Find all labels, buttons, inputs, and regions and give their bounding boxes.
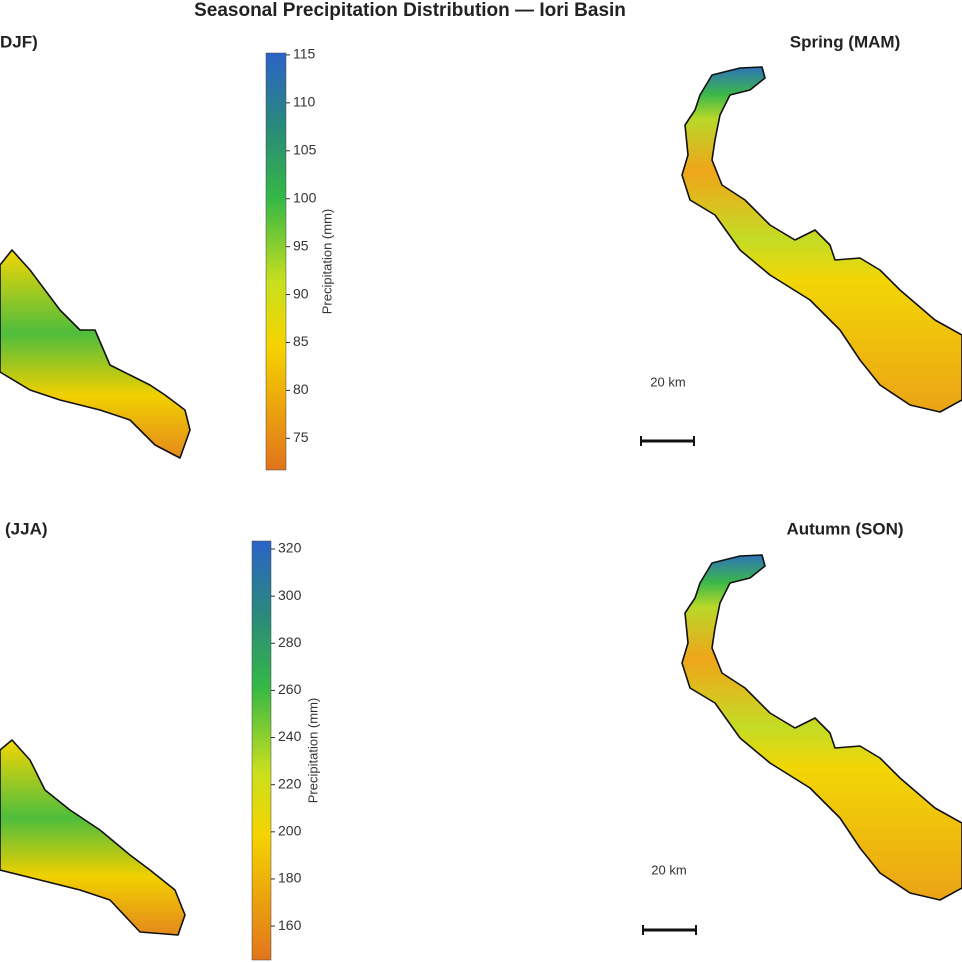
tick-label: 95 <box>293 237 309 253</box>
scale-bar <box>640 436 695 446</box>
tick-label: 180 <box>278 870 302 886</box>
basin-map <box>681 66 962 413</box>
tick-label: 75 <box>293 429 309 445</box>
tick-label: 80 <box>293 381 309 397</box>
tick-label: 105 <box>293 141 317 157</box>
colorbar-label: Precipitation (mm) <box>305 698 320 803</box>
basin-map <box>0 249 191 459</box>
basin-map <box>0 739 186 936</box>
panel-title: Autumn (SON) <box>786 519 903 538</box>
tick-label: 200 <box>278 823 302 839</box>
panel-title: (JJA) <box>5 519 48 538</box>
tick-label: 115 <box>293 46 316 62</box>
tick-label: 280 <box>278 634 302 650</box>
scale-label: 20 km <box>650 374 685 389</box>
tick-label: 240 <box>278 728 302 744</box>
tick-label: 90 <box>293 285 309 301</box>
tick-label: 320 <box>278 540 302 556</box>
panel-title: DJF) <box>0 32 38 51</box>
tick-label: 220 <box>278 775 302 791</box>
tick-label: 100 <box>293 189 317 205</box>
tick-label: 300 <box>278 587 302 603</box>
panel-title: Spring (MAM) <box>790 32 900 51</box>
scale-label: 20 km <box>651 862 686 877</box>
figure-title: Seasonal Precipitation Distribution — Io… <box>194 0 626 21</box>
colorbar <box>251 540 272 961</box>
tick-label: 260 <box>278 681 302 697</box>
tick-label: 85 <box>293 333 309 349</box>
basin-map <box>681 554 962 901</box>
tick-label: 160 <box>278 917 302 933</box>
scale-bar <box>642 925 697 935</box>
tick-label: 110 <box>293 94 316 110</box>
colorbar-label: Precipitation (mm) <box>319 209 334 314</box>
colorbar <box>265 52 287 471</box>
